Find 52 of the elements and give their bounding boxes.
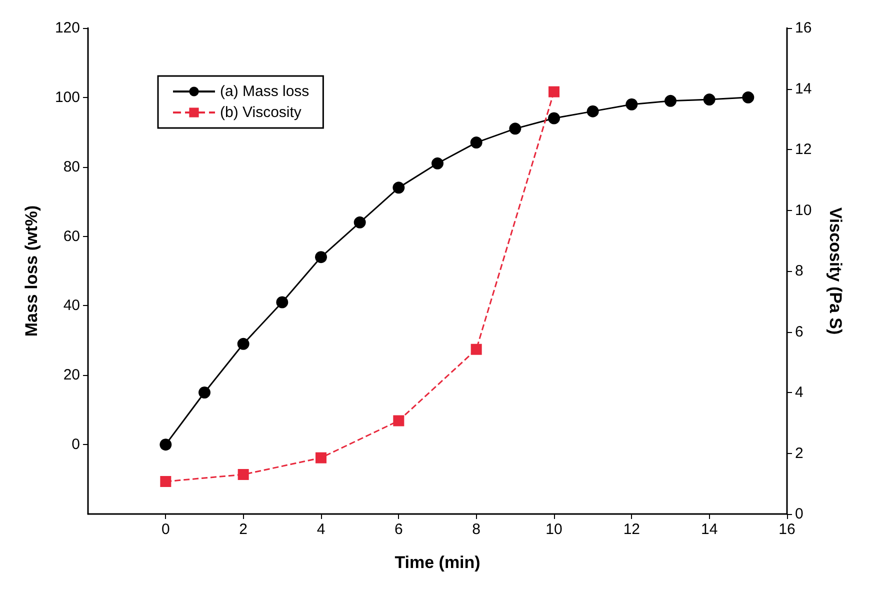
y2-tick-label: 16 (795, 20, 812, 36)
point (470, 136, 482, 149)
y2-tick-label: 8 (795, 262, 804, 280)
point (237, 338, 250, 350)
point (703, 94, 716, 106)
y-tick-label: 20 (63, 366, 80, 384)
y2-axis-title: Viscosity (Pa S) (826, 207, 845, 335)
y2-tick-label: 6 (795, 323, 804, 340)
point (354, 216, 366, 228)
x-tick-label: 16 (778, 521, 796, 538)
point (276, 296, 288, 308)
point (393, 415, 404, 426)
y2-tick-label: 10 (795, 202, 812, 219)
x-tick-label: 12 (623, 521, 640, 538)
point (392, 182, 405, 194)
x-axis-title: Time (min) (394, 553, 480, 572)
point (470, 344, 482, 355)
y2-tick-label: 0 (795, 506, 804, 522)
x-tick-label: 0 (161, 521, 170, 538)
point (198, 386, 210, 398)
x-tick-label: 6 (394, 521, 403, 538)
y-tick-label: 100 (54, 88, 80, 106)
y-tick-label: 60 (63, 228, 80, 245)
point (742, 91, 754, 104)
y-tick-label: 40 (63, 297, 80, 314)
y2-tick-label: 2 (795, 444, 804, 462)
point (586, 105, 599, 118)
point (664, 94, 676, 107)
point (315, 251, 327, 264)
legend-label: (a) Mass loss (220, 83, 310, 100)
y2-tick-label: 14 (795, 80, 812, 98)
x-tick-label: 2 (239, 521, 248, 538)
point (316, 452, 326, 464)
point (509, 122, 522, 135)
y2-tick-label: 4 (795, 384, 804, 401)
x-tick-label: 14 (700, 521, 718, 538)
y-tick-label: 80 (63, 158, 80, 176)
y2-tick-label: 12 (795, 141, 812, 158)
x-tick-label: 8 (472, 521, 481, 538)
x-tick-label: 10 (546, 521, 562, 538)
y-axis-title: Mass loss (wt%) (22, 205, 41, 337)
point (432, 157, 444, 170)
point (160, 438, 172, 451)
point (548, 86, 560, 98)
point (238, 469, 249, 480)
legend-label: (b) Viscosity (220, 104, 302, 121)
point (626, 98, 638, 110)
point (548, 112, 560, 124)
y-tick-label: 120 (54, 20, 80, 36)
point (160, 476, 172, 487)
x-tick-label: 4 (316, 521, 326, 538)
y-tick-label: 0 (72, 436, 80, 454)
